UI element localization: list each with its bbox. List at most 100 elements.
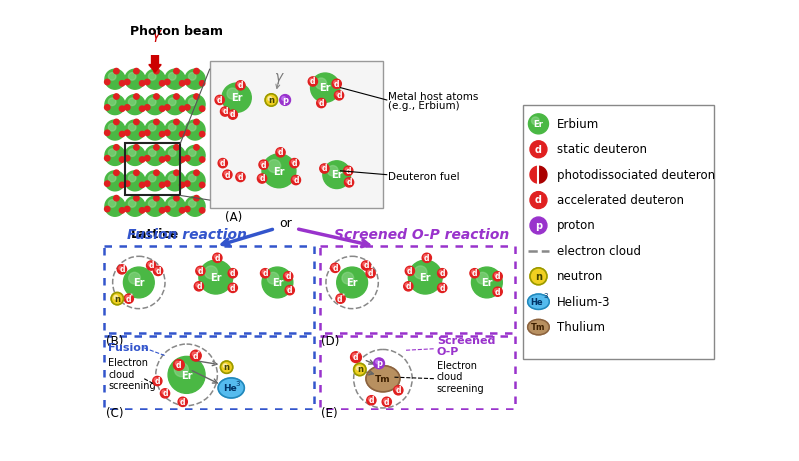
Circle shape [165, 155, 170, 161]
Text: Thulium: Thulium [557, 321, 605, 334]
Circle shape [336, 294, 345, 303]
Circle shape [280, 95, 291, 106]
Circle shape [237, 174, 241, 177]
Circle shape [328, 165, 338, 176]
Circle shape [218, 159, 228, 168]
Circle shape [321, 165, 325, 169]
Circle shape [222, 83, 251, 112]
Circle shape [145, 196, 165, 216]
Text: *: * [197, 349, 201, 355]
Circle shape [105, 171, 125, 191]
Text: Er: Er [133, 278, 145, 288]
Circle shape [145, 155, 150, 161]
Text: static deuteron: static deuteron [557, 143, 647, 156]
Text: Tm: Tm [531, 323, 546, 332]
Circle shape [145, 105, 150, 110]
Circle shape [133, 68, 139, 74]
Circle shape [168, 356, 205, 393]
Text: d: d [225, 171, 230, 179]
Circle shape [165, 196, 185, 216]
Text: Fusion reaction: Fusion reaction [126, 229, 247, 242]
Circle shape [194, 94, 199, 99]
Text: Deuteron fuel: Deuteron fuel [388, 172, 460, 182]
Circle shape [530, 268, 547, 285]
Circle shape [290, 159, 299, 168]
Text: d: d [368, 269, 373, 278]
Text: Er: Er [181, 371, 193, 381]
Circle shape [180, 182, 185, 188]
Circle shape [145, 95, 165, 115]
Circle shape [285, 273, 288, 277]
Text: (C): (C) [105, 407, 123, 420]
Circle shape [162, 390, 165, 394]
Circle shape [344, 178, 354, 187]
Circle shape [293, 177, 296, 181]
Circle shape [145, 207, 150, 212]
Circle shape [405, 283, 409, 287]
Circle shape [345, 168, 348, 171]
Bar [125, 143, 181, 195]
Circle shape [185, 95, 205, 115]
Circle shape [125, 171, 145, 191]
Circle shape [438, 283, 447, 292]
Circle shape [477, 272, 488, 284]
Circle shape [361, 261, 371, 270]
Text: d: d [336, 91, 342, 100]
Text: d: d [495, 272, 500, 281]
Circle shape [133, 119, 139, 124]
Text: He: He [223, 384, 237, 393]
Circle shape [153, 145, 159, 150]
Circle shape [145, 69, 165, 89]
Circle shape [346, 179, 349, 183]
Circle shape [368, 270, 371, 274]
Circle shape [230, 285, 233, 288]
Circle shape [268, 272, 279, 284]
Circle shape [125, 145, 145, 165]
Text: d: d [154, 377, 160, 386]
Circle shape [155, 268, 158, 272]
Text: d: d [334, 80, 340, 89]
Text: d: d [260, 160, 266, 170]
Circle shape [185, 196, 205, 216]
Circle shape [332, 265, 336, 268]
Circle shape [105, 207, 110, 212]
Circle shape [194, 170, 199, 176]
Circle shape [105, 155, 110, 161]
Text: p: p [282, 96, 288, 105]
Circle shape [471, 267, 503, 298]
Text: (e.g., Erbium): (e.g., Erbium) [388, 101, 460, 111]
Circle shape [382, 397, 392, 407]
Circle shape [318, 100, 322, 104]
Circle shape [214, 255, 218, 258]
Circle shape [105, 79, 110, 85]
Text: d: d [230, 269, 236, 278]
Text: Lattice: Lattice [131, 228, 179, 241]
Circle shape [229, 110, 237, 119]
Circle shape [217, 97, 221, 100]
Circle shape [407, 268, 411, 272]
Text: d: d [285, 272, 291, 281]
Circle shape [180, 207, 185, 213]
Text: d: d [407, 267, 412, 276]
Circle shape [173, 119, 179, 124]
Polygon shape [530, 166, 539, 183]
Circle shape [165, 207, 170, 212]
Circle shape [165, 95, 185, 115]
Circle shape [200, 81, 205, 86]
Circle shape [113, 195, 119, 201]
Circle shape [165, 181, 170, 186]
Text: d: d [310, 77, 316, 86]
Circle shape [197, 268, 201, 272]
Circle shape [422, 253, 431, 262]
Circle shape [284, 272, 292, 281]
Circle shape [125, 155, 130, 161]
Circle shape [185, 130, 190, 136]
Circle shape [185, 69, 205, 89]
Circle shape [125, 105, 130, 110]
Circle shape [153, 68, 159, 74]
Circle shape [292, 160, 295, 164]
Text: d: d [220, 159, 225, 168]
Circle shape [185, 155, 190, 161]
Circle shape [221, 361, 233, 373]
Text: d: d [119, 265, 125, 274]
